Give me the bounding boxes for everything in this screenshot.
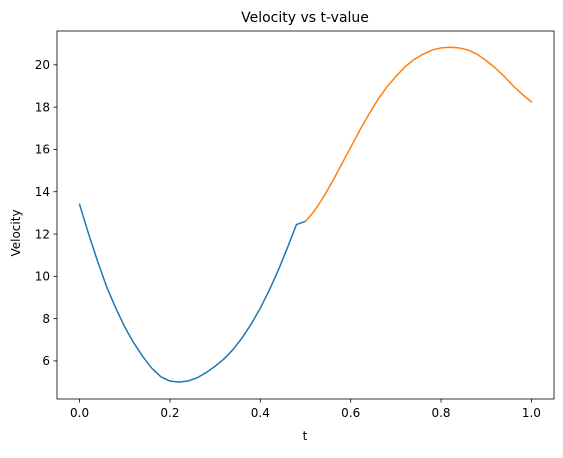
y-tick-label: 6 [42, 354, 50, 368]
x-tick-label: 0.2 [160, 406, 179, 420]
x-tick-label: 0.8 [431, 406, 450, 420]
chart-title: Velocity vs t-value [241, 10, 369, 26]
y-tick-label: 10 [35, 270, 50, 284]
y-tick-label: 12 [35, 227, 50, 241]
x-tick-label: 0.4 [251, 406, 270, 420]
x-axis-label: t [303, 429, 308, 443]
y-tick-label: 8 [42, 312, 50, 326]
y-tick-label: 20 [35, 58, 50, 72]
y-axis-label: Velocity [9, 209, 23, 256]
x-tick-label: 1.0 [522, 406, 541, 420]
x-tick-label: 0.6 [341, 406, 360, 420]
plot-frame [56, 30, 555, 400]
y-tick-label: 18 [35, 100, 50, 114]
y-tick-label: 14 [35, 185, 50, 199]
series-line-2 [304, 46, 533, 223]
series-line-1 [78, 203, 307, 383]
x-tick-label: 0.0 [70, 406, 89, 420]
y-tick-label: 16 [35, 143, 50, 157]
plot-layer [78, 46, 533, 383]
axes-layer: 0.0 0.2 0.4 0.6 0.8 1.0 6 8 10 12 14 16 18 20 [35, 30, 555, 420]
